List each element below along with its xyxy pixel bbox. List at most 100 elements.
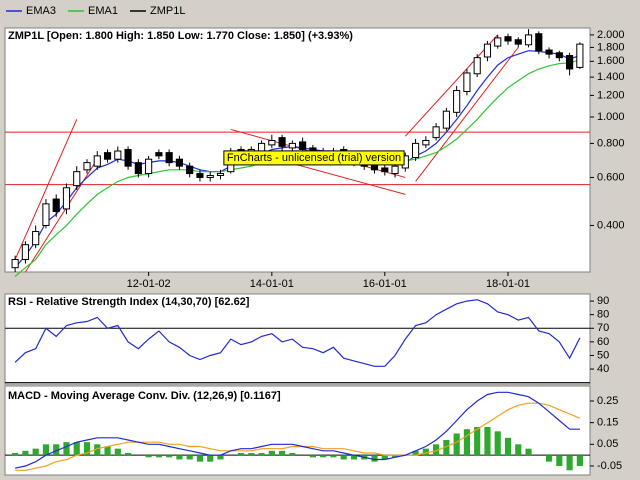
candle-body — [278, 137, 286, 147]
y-tick-label: 1.800 — [597, 41, 625, 53]
histogram-bar — [494, 431, 501, 456]
candle-body — [463, 72, 471, 93]
histogram-bar — [32, 448, 39, 456]
candle-body — [524, 34, 533, 46]
candle-body — [422, 139, 430, 146]
histogram-bar — [42, 444, 50, 456]
histogram-bar — [453, 433, 460, 456]
histogram-bar — [63, 442, 70, 456]
y-tick-label: 1.000 — [597, 111, 625, 123]
histogram-bar — [53, 444, 60, 456]
histogram-bar — [330, 455, 337, 458]
trend-line — [404, 34, 499, 137]
y-tick-label: 1.400 — [597, 71, 625, 83]
histogram-bar — [412, 450, 419, 456]
candle-body — [504, 36, 512, 42]
candle-body — [514, 39, 522, 45]
histogram-bar — [474, 426, 481, 456]
candle-body — [42, 203, 50, 226]
candle-body — [103, 152, 112, 160]
histogram-bar — [125, 452, 132, 456]
histogram-bar — [73, 442, 80, 456]
candle-body — [555, 52, 563, 59]
x-tick-label: 16-01-01 — [363, 278, 407, 290]
y-tick-label: 60 — [597, 336, 609, 348]
candle-body — [11, 259, 19, 269]
candle-body — [268, 139, 276, 146]
macd-panel — [4, 385, 591, 476]
candle-body — [155, 152, 163, 157]
histogram-bar — [289, 452, 296, 456]
candle-body — [442, 110, 450, 129]
candle-body — [473, 57, 481, 75]
y-tick-label: 0.400 — [597, 219, 625, 231]
histogram-bar — [576, 455, 583, 466]
y-tick-label: 0.800 — [597, 137, 625, 149]
y-tick-label: 0.25 — [597, 395, 618, 407]
candle-body — [114, 150, 122, 160]
candle-body — [535, 33, 543, 52]
macd-title: MACD - Moving Average Conv. Div. (12,26,… — [8, 390, 281, 402]
y-tick-label: 50 — [597, 349, 609, 361]
histogram-bar — [381, 455, 388, 460]
y-tick-label: 90 — [597, 295, 609, 307]
watermark-box — [223, 150, 405, 166]
candle-body — [21, 244, 29, 261]
trend-line — [14, 119, 78, 260]
candle-body — [494, 37, 502, 47]
x-tick-label: 12-01-02 — [127, 278, 171, 290]
candle-body — [83, 162, 91, 171]
rsi-line — [14, 299, 581, 367]
histogram-bar — [422, 448, 429, 456]
histogram-bar — [463, 429, 470, 456]
histogram-bar — [545, 455, 553, 462]
candle-body — [124, 148, 132, 167]
legend-label: EMA1 — [88, 5, 118, 17]
candle-body — [257, 142, 266, 152]
candle-body — [432, 126, 440, 139]
candle-body — [381, 167, 389, 173]
candle-body — [186, 165, 194, 175]
candle-body — [52, 198, 60, 213]
watermark: FnCharts - unlicensed (trial) version — [227, 152, 401, 164]
candle-body — [288, 142, 296, 149]
candle-body — [196, 173, 204, 178]
histogram-bar — [525, 448, 532, 456]
y-tick-label: 0.15 — [597, 417, 618, 429]
histogram-bar — [207, 455, 214, 462]
candle-body — [62, 187, 71, 210]
y-tick-label: 1.200 — [597, 89, 625, 101]
histogram-bar — [320, 455, 327, 458]
legend-label: EMA3 — [26, 5, 56, 17]
x-tick-label: 18-01-01 — [486, 278, 530, 290]
trend-line — [415, 47, 519, 182]
candle-body — [175, 158, 183, 167]
histogram-bar — [248, 452, 255, 456]
candle-body — [206, 174, 214, 178]
histogram-bar — [217, 455, 224, 460]
candle-body — [134, 162, 142, 175]
candle-body — [576, 43, 584, 68]
histogram-bar — [12, 452, 19, 456]
histogram-bar — [371, 455, 378, 462]
trend-line — [24, 158, 98, 273]
candle-body — [545, 49, 553, 55]
y-tick-label: 80 — [597, 309, 609, 321]
histogram-bar — [443, 439, 450, 456]
histogram-bar — [196, 455, 204, 462]
histogram-bar — [391, 455, 399, 458]
histogram-bar — [556, 455, 563, 466]
histogram-bar — [94, 444, 101, 456]
y-tick-label: -0.05 — [597, 460, 622, 472]
y-tick-label: 40 — [597, 363, 609, 375]
histogram-bar — [166, 455, 173, 458]
histogram-bar — [22, 450, 29, 456]
candle-body — [73, 171, 81, 187]
histogram-bar — [566, 455, 573, 471]
y-tick-label: 70 — [597, 322, 609, 334]
rsi-panel — [4, 293, 591, 385]
macd-line — [14, 391, 580, 469]
histogram-bar — [186, 455, 193, 460]
